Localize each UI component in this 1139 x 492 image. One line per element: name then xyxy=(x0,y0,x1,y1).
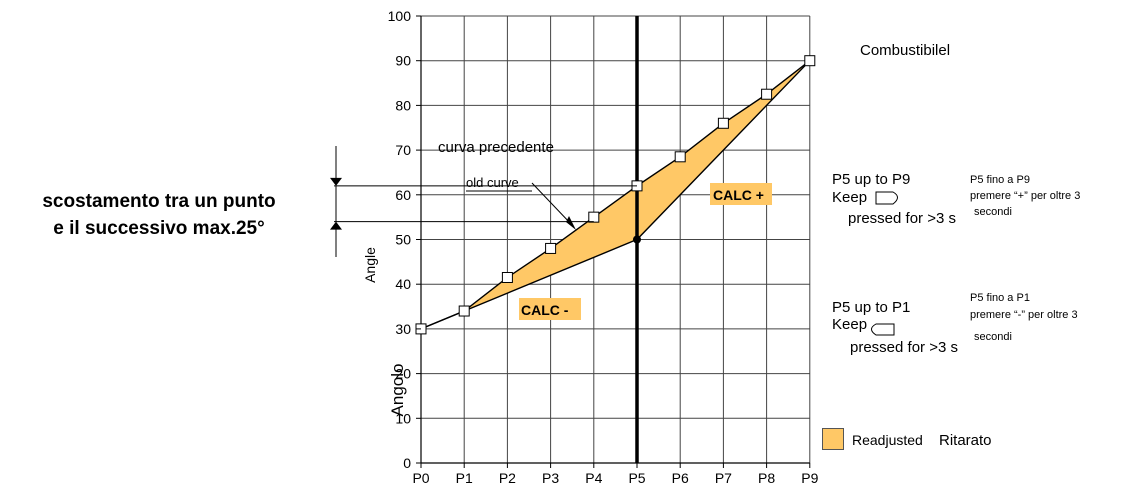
plus-en-line3: pressed for >3 s xyxy=(848,210,956,227)
old-curve-pointer xyxy=(531,182,573,226)
y-tick-label: 10 xyxy=(395,410,411,426)
x-tick-label: P6 xyxy=(672,470,689,486)
plus-button-icon xyxy=(875,191,898,205)
y-tick-label: 60 xyxy=(395,187,411,203)
y-axis-label-en: Angle xyxy=(362,247,378,283)
minus-it-line2: premere “-” per oltre 3 xyxy=(970,309,1078,321)
old-curve-pointer-head xyxy=(566,216,576,230)
x-tick-label: P3 xyxy=(542,470,559,486)
x-tick-label: P4 xyxy=(585,470,602,486)
legend-label-en: Readjusted xyxy=(852,432,923,448)
y-tick-label: 100 xyxy=(388,8,412,24)
y-tick-label: 90 xyxy=(395,53,411,69)
new-curve-line xyxy=(420,60,811,330)
deviation-note-line2: e il successivo max.25° xyxy=(53,218,265,239)
minus-button-icon xyxy=(871,323,895,336)
legend-swatch xyxy=(822,428,844,450)
legend-label-it: Ritarato xyxy=(939,432,992,449)
deviation-note-line1: scostamento tra un punto xyxy=(42,191,276,212)
x-tick-label: P1 xyxy=(456,470,473,486)
deviation-arrowhead-bottom xyxy=(330,221,342,230)
x-tick-label: P5 xyxy=(628,470,645,486)
data-point-marker xyxy=(761,88,773,100)
y-tick-label: 70 xyxy=(395,142,411,158)
plus-it-line2: premere “+” per oltre 3 xyxy=(970,190,1081,202)
series-lines xyxy=(420,60,811,330)
old-curve-label: old curve xyxy=(466,175,519,190)
plus-en-line1: P5 up to P9 xyxy=(832,171,911,188)
calc-minus-box xyxy=(519,298,581,320)
data-point-marker xyxy=(545,242,557,254)
data-point-marker xyxy=(674,151,686,163)
y-tick-label: 0 xyxy=(403,455,411,471)
x-tick-label: P8 xyxy=(758,470,775,486)
data-point-marker xyxy=(804,55,816,67)
deviation-note: scostamento tra un punto e il successivo… xyxy=(0,188,318,242)
minus-it-line1: P5 fino a P1 xyxy=(970,292,1030,304)
deviation-arrowhead-top xyxy=(330,177,342,186)
data-point-marker xyxy=(717,117,729,129)
y-tick-label: 40 xyxy=(395,276,411,292)
y-axis-label-it: Angolo xyxy=(388,364,407,417)
minus-it-line3: secondi xyxy=(974,331,1012,343)
plus-en-line2: Keep xyxy=(832,189,868,206)
curva-precedente-label: curva precedente xyxy=(438,139,554,156)
annotation-graphics xyxy=(330,146,898,336)
data-point-marker xyxy=(458,305,470,317)
x-tick-label: P0 xyxy=(412,470,429,486)
calc-plus-box xyxy=(710,183,772,205)
x-tick-label: P2 xyxy=(499,470,516,486)
plus-it-line3: secondi xyxy=(974,206,1012,218)
y-tick-label: 80 xyxy=(395,97,411,113)
minus-en-line3: pressed for >3 s xyxy=(850,339,958,356)
series-name-label: Combustibilel xyxy=(860,42,950,59)
old-curve-pivot xyxy=(633,235,641,244)
data-point-marker xyxy=(501,271,513,283)
y-tick-label: 30 xyxy=(395,321,411,337)
tick-labels: 0 10 20 30 40 50 60 70 80 90 100 P0 P1 P2 P3 P4 P5 P6 P7 P8… xyxy=(388,8,819,486)
x-tick-label: P9 xyxy=(801,470,818,486)
data-point-marker xyxy=(588,211,600,223)
calc-plus-label: CALC + xyxy=(713,187,764,203)
minus-en-line1: P5 up to P1 xyxy=(832,299,911,316)
minus-en-line2: Keep xyxy=(832,316,868,333)
calc-minus-label: CALC - xyxy=(521,302,569,318)
grid xyxy=(420,15,811,464)
y-tick-label: 50 xyxy=(395,232,411,248)
plus-it-line1: P5 fino a P9 xyxy=(970,174,1030,186)
x-tick-label: P7 xyxy=(715,470,732,486)
y-tick-label: 20 xyxy=(395,366,411,382)
